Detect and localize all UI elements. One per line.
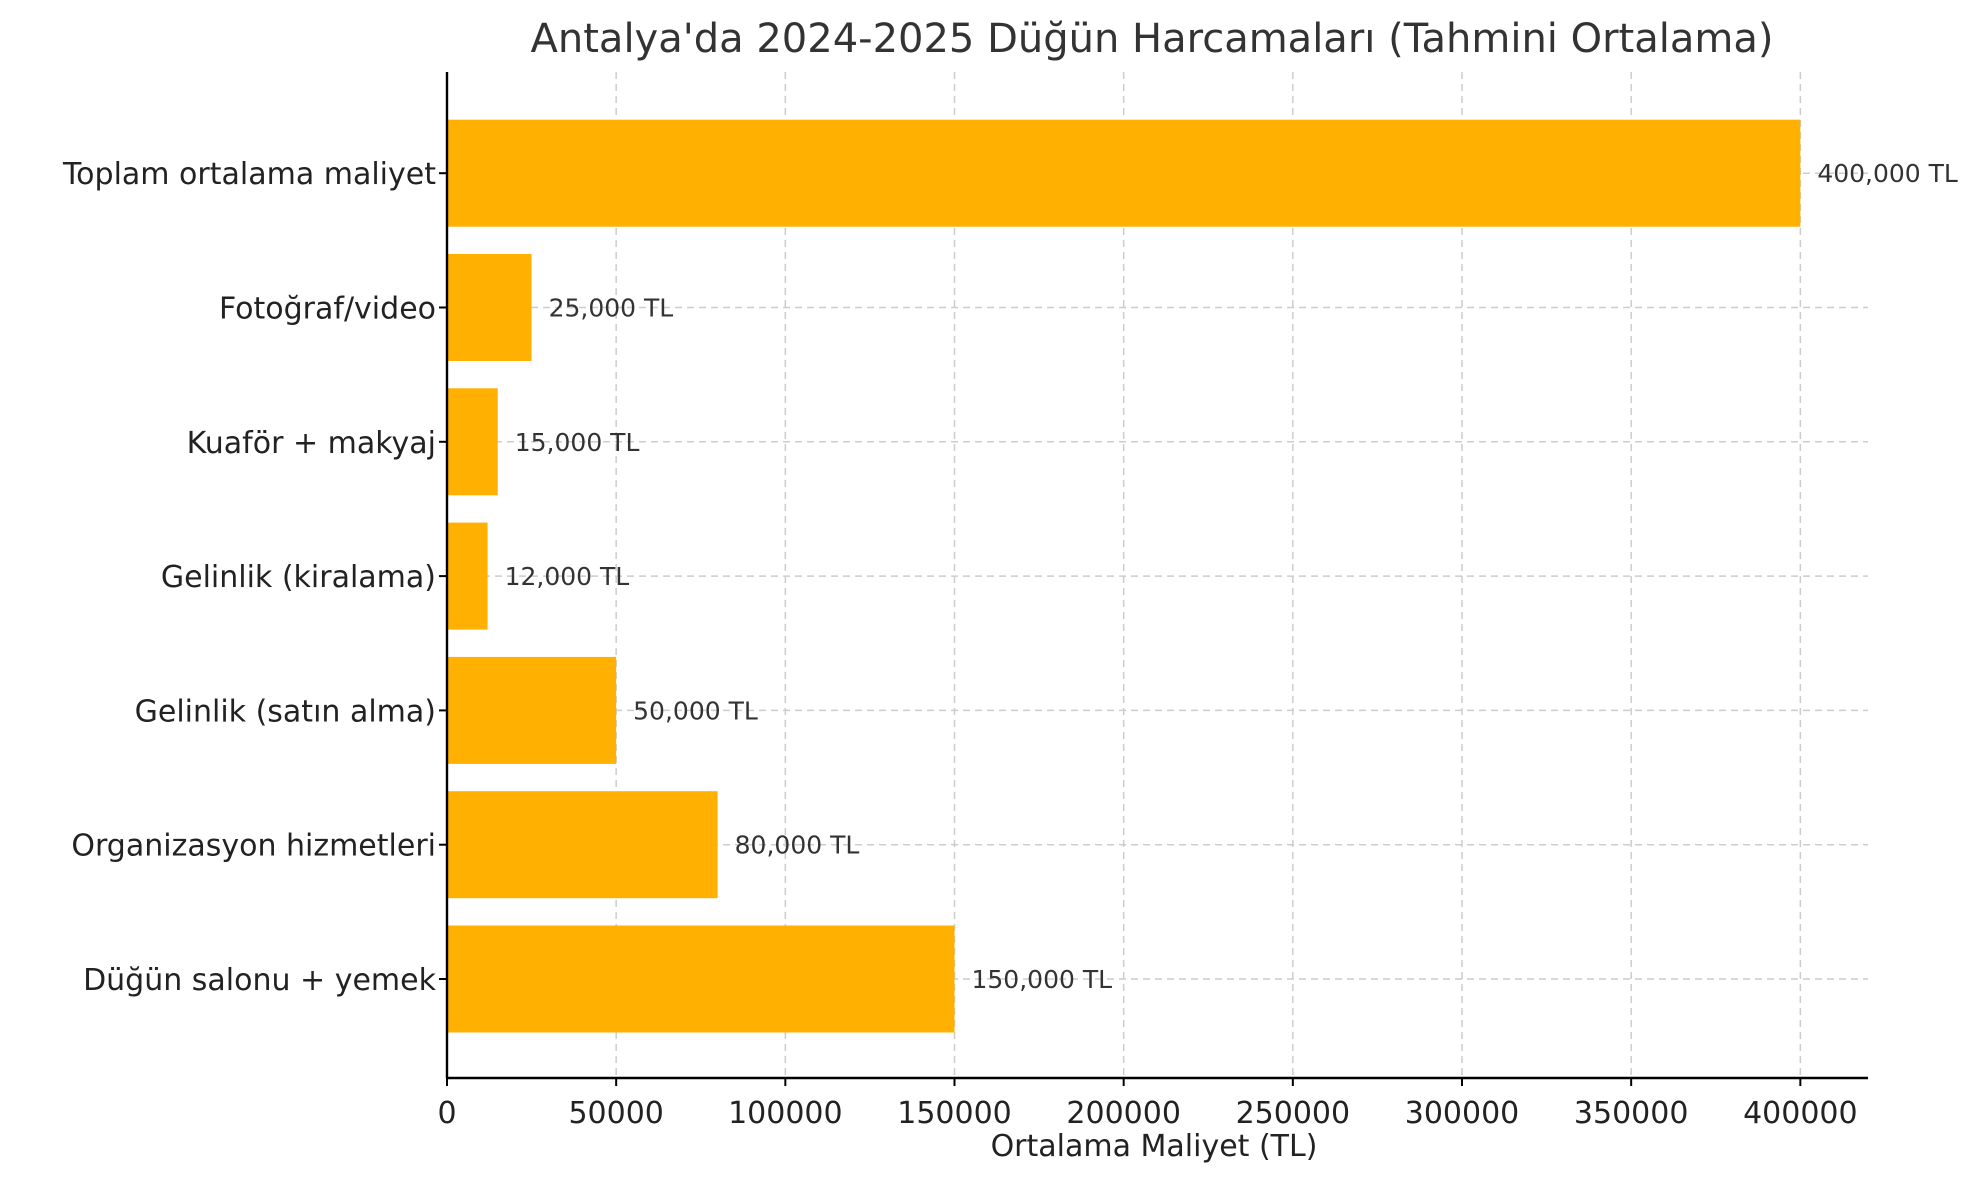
x-axis-label: Ortalama Maliyet (TL) xyxy=(991,1129,1318,1164)
x-tick-label: 200000 xyxy=(1066,1096,1181,1131)
bar xyxy=(447,791,718,899)
x-tick-label: 350000 xyxy=(1574,1096,1689,1131)
x-tick-label: 400000 xyxy=(1743,1096,1858,1131)
x-tick-label: 250000 xyxy=(1236,1096,1351,1131)
y-tick-label: Gelinlik (satın alma) xyxy=(135,694,436,729)
bar xyxy=(447,388,498,496)
bar xyxy=(447,522,488,630)
y-tick-label: Düğün salonu + yemek xyxy=(83,963,437,998)
y-tick-label: Organizasyon hizmetleri xyxy=(71,829,436,864)
y-tick-label: Toplam ortalama maliyet xyxy=(62,157,436,192)
y-tick-label: Gelinlik (kiralama) xyxy=(161,560,436,595)
y-tick-label: Fotoğraf/video xyxy=(219,292,436,327)
bars-layer xyxy=(447,119,1801,1033)
data-label: 12,000 TL xyxy=(505,562,630,591)
data-label: 150,000 TL xyxy=(972,965,1113,994)
chart-title: Antalya'da 2024-2025 Düğün Harcamaları (… xyxy=(531,16,1774,62)
axes-layer: Düğün salonu + yemek Organizasyon hizmetl… xyxy=(62,72,1868,1131)
data-label: 400,000 TL xyxy=(1817,159,1958,188)
x-tick-label: 100000 xyxy=(728,1096,843,1131)
bar xyxy=(447,925,955,1033)
data-labels-layer: 150,000 TL 80,000 TL 50,000 TL 12,000 TL 15,… xyxy=(505,159,1958,994)
x-tick-label: 50000 xyxy=(568,1096,663,1131)
x-tick-label: 300000 xyxy=(1405,1096,1520,1131)
data-label: 80,000 TL xyxy=(735,831,860,860)
data-label: 50,000 TL xyxy=(633,696,758,725)
bar xyxy=(447,254,532,361)
data-label: 25,000 TL xyxy=(549,294,674,323)
x-tick-label: 150000 xyxy=(897,1096,1012,1131)
y-tick-label: Kuaför + makyaj xyxy=(187,426,436,461)
bar xyxy=(447,119,1801,227)
bar xyxy=(447,656,617,764)
data-label: 15,000 TL xyxy=(515,428,640,457)
x-tick-label: 0 xyxy=(437,1096,456,1131)
